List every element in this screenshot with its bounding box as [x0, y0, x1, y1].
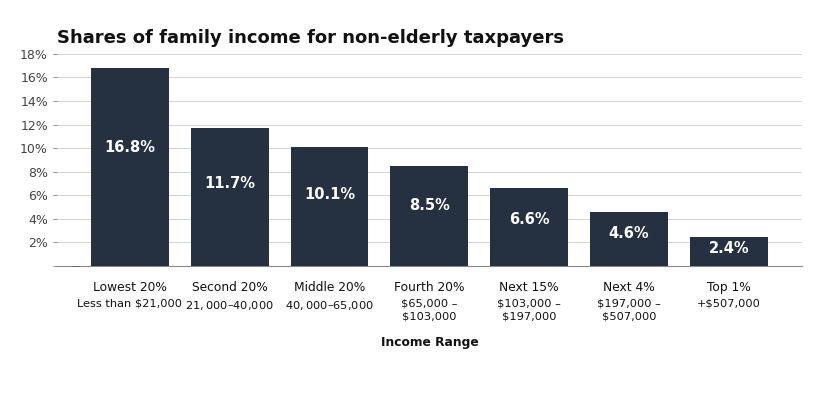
Text: Lowest 20%: Lowest 20%: [93, 281, 167, 294]
Bar: [690, 237, 768, 266]
Text: 8.5%: 8.5%: [409, 198, 450, 213]
Bar: [391, 166, 468, 266]
Bar: [190, 128, 269, 266]
Bar: [590, 212, 668, 266]
Text: Less than $21,000: Less than $21,000: [77, 298, 182, 308]
Bar: [91, 68, 168, 266]
Text: Next 15%: Next 15%: [500, 281, 559, 294]
Text: Shares of family income for non-elderly taxpayers: Shares of family income for non-elderly …: [57, 29, 564, 47]
Text: Fourth 20%: Fourth 20%: [394, 281, 465, 294]
Text: 10.1%: 10.1%: [304, 187, 355, 202]
Text: $65,000 –
$103,000: $65,000 – $103,000: [401, 298, 457, 322]
Text: 11.7%: 11.7%: [204, 176, 255, 190]
Text: +$507,000: +$507,000: [697, 298, 761, 308]
Text: Next 4%: Next 4%: [603, 281, 655, 294]
Text: Income Range: Income Range: [380, 336, 479, 349]
Text: $21,000 – $40,000: $21,000 – $40,000: [186, 298, 274, 312]
Text: —: —: [70, 261, 80, 271]
Text: $40,000 – $65,000: $40,000 – $65,000: [285, 298, 374, 312]
Text: Middle 20%: Middle 20%: [294, 281, 365, 294]
Text: $103,000 –
$197,000: $103,000 – $197,000: [497, 298, 561, 322]
Text: 16.8%: 16.8%: [104, 139, 155, 154]
Bar: [490, 188, 568, 266]
Text: 4.6%: 4.6%: [609, 226, 650, 241]
Text: Second 20%: Second 20%: [192, 281, 268, 294]
Text: $197,000 –
$507,000: $197,000 – $507,000: [597, 298, 661, 322]
Text: 6.6%: 6.6%: [509, 212, 549, 227]
Bar: [291, 147, 369, 266]
Text: 2.4%: 2.4%: [709, 241, 750, 256]
Text: Top 1%: Top 1%: [707, 281, 751, 294]
